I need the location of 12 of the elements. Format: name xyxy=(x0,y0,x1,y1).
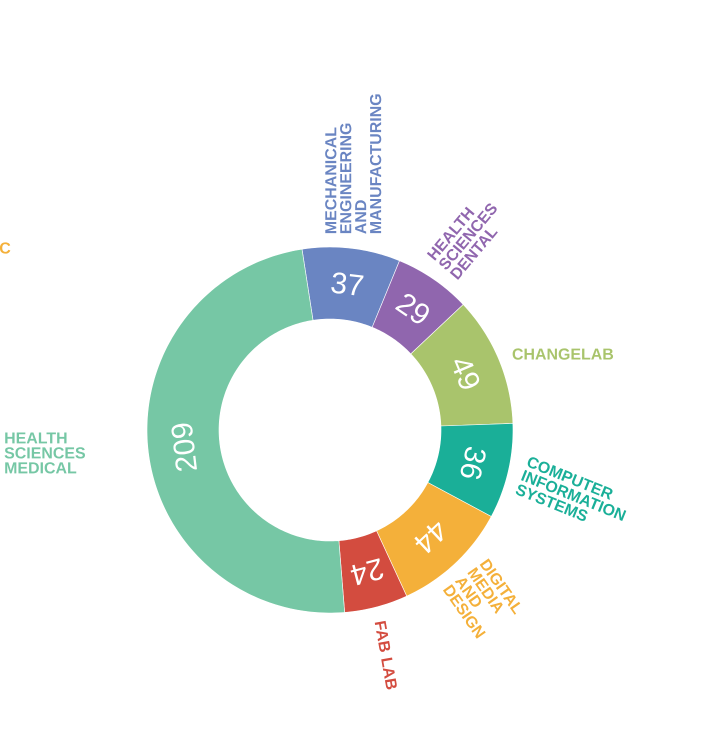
data-label: 29 xyxy=(395,294,429,324)
data-label: 37 xyxy=(331,272,364,296)
data-label: 44 xyxy=(414,522,443,554)
data-label: 49 xyxy=(454,360,480,389)
data-label: 36 xyxy=(460,446,486,480)
data-label: 24 xyxy=(350,558,384,586)
slice-label: CHANGELAB xyxy=(512,348,614,360)
slice-label: FAB LAB xyxy=(374,620,397,690)
slice-label: HEALTH SCIENCES MEDICAL xyxy=(4,432,85,474)
data-label: 209 xyxy=(171,424,197,471)
slice-label: MECHANICAL ENGINEERING AND MANUFACTURING xyxy=(325,94,382,234)
text: C xyxy=(0,242,10,254)
